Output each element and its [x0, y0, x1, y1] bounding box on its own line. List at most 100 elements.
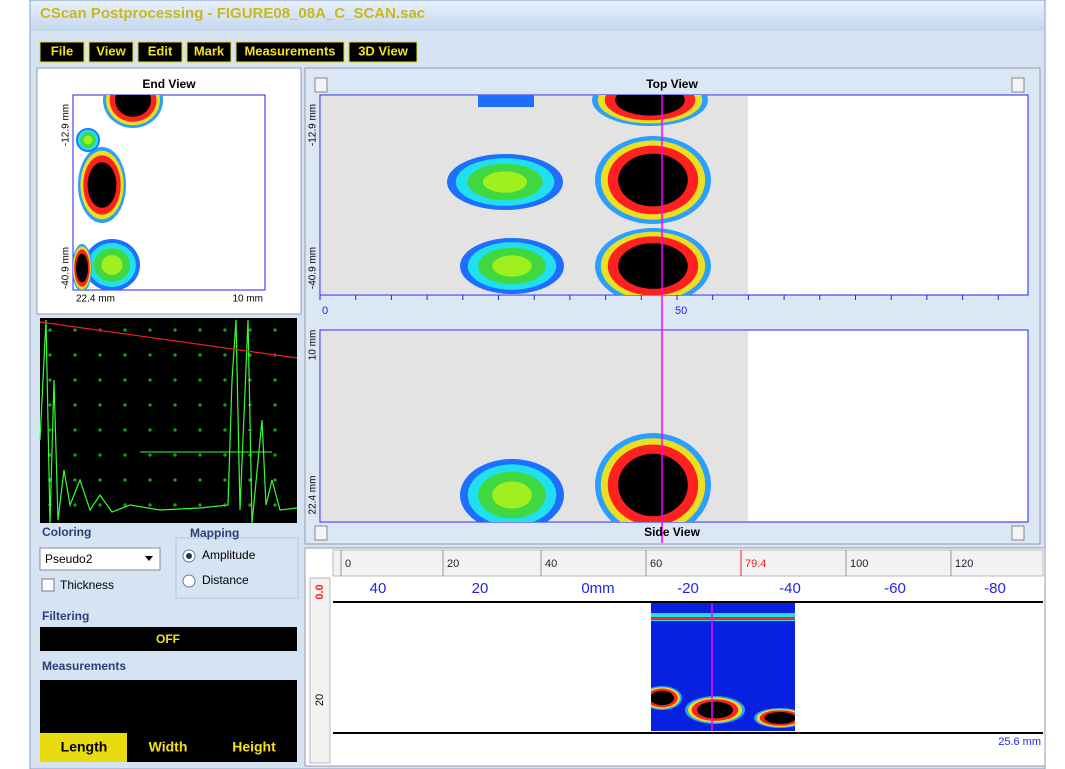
scan-blob	[492, 481, 532, 509]
ruler-label: 0	[345, 558, 351, 570]
measure-button: Length	[61, 739, 108, 755]
grid-cross	[123, 478, 127, 482]
scan-blob	[618, 453, 688, 517]
grid-cross	[198, 403, 202, 407]
grid-cross	[198, 328, 202, 332]
radio-dot	[186, 553, 192, 559]
grid-cross	[273, 478, 277, 482]
scroll-right[interactable]	[1011, 525, 1025, 541]
scale-label: 20	[472, 580, 489, 597]
grid-cross	[223, 378, 227, 382]
menu-item-bg[interactable]	[88, 41, 134, 63]
ascan	[40, 318, 297, 523]
scale-label: -20	[677, 580, 699, 597]
panel-title: End View	[142, 77, 196, 91]
ruler-label: 79.4	[745, 558, 766, 570]
menu-item-bg[interactable]	[186, 41, 232, 63]
section-label: Measurements	[42, 659, 126, 673]
grid-cross	[198, 428, 202, 432]
scale-label: 0mm	[581, 580, 614, 597]
grid-cross	[173, 353, 177, 357]
x-label: 22.4 mm	[76, 294, 115, 305]
title-bar	[31, 1, 1044, 31]
grid-cross	[223, 453, 227, 457]
menu-item-bg[interactable]	[39, 41, 85, 63]
scan-blob	[83, 135, 93, 145]
menu-item-bg[interactable]	[235, 41, 345, 63]
grid-cross	[98, 453, 102, 457]
grid-cross	[98, 378, 102, 382]
grid-cross	[73, 453, 77, 457]
ascan-graphics	[39, 319, 298, 524]
x-label: 10 mm	[232, 294, 263, 305]
x-label: 0	[322, 305, 328, 317]
grid-cross	[148, 503, 152, 507]
grid-cross	[48, 328, 52, 332]
scan-blob	[115, 95, 151, 117]
ruler	[332, 549, 1044, 577]
coloring-dropdown[interactable]	[39, 547, 161, 571]
grid-cross	[173, 378, 177, 382]
scan-blob	[478, 95, 534, 107]
menu-item: View	[96, 43, 126, 58]
grid-cross	[248, 453, 252, 457]
grid-cross	[173, 328, 177, 332]
grid-cross	[273, 403, 277, 407]
grid-cross	[123, 378, 127, 382]
grid-cross	[273, 428, 277, 432]
menu-item: File	[51, 43, 73, 58]
scan-blob	[618, 243, 688, 289]
panel-title: Top View	[646, 77, 698, 91]
radio-distance[interactable]	[182, 574, 196, 588]
section-label: Filtering	[42, 609, 89, 623]
scan-blob	[76, 253, 88, 283]
grid-cross	[123, 353, 127, 357]
scan-blob	[651, 617, 795, 620]
scan-blob	[492, 255, 532, 277]
scroll-left[interactable]	[314, 77, 328, 93]
grid-cross	[223, 328, 227, 332]
scale-label: -40	[779, 580, 801, 597]
thickness-checkbox[interactable]	[41, 578, 55, 592]
grid-cross	[198, 353, 202, 357]
radio-label: Amplitude	[202, 548, 256, 562]
grid-cross	[98, 478, 102, 482]
grid-cross	[273, 328, 277, 332]
y-label: -40.9 mm	[61, 247, 72, 289]
filtering-bar[interactable]	[40, 627, 297, 651]
ruler-label: 100	[850, 558, 868, 570]
ascan-trace	[39, 319, 298, 524]
ruler-label: 40	[545, 558, 557, 570]
scan-blob	[618, 153, 688, 207]
grid-cross	[73, 353, 77, 357]
scale-label: -60	[884, 580, 906, 597]
section-label: Mapping	[190, 526, 239, 540]
grid-cross	[148, 428, 152, 432]
grid-cross	[98, 403, 102, 407]
grid-cross	[48, 378, 52, 382]
filter-value: OFF	[156, 632, 180, 646]
scroll-right[interactable]	[1011, 77, 1025, 93]
grid-cross	[173, 503, 177, 507]
dropdown-value: Pseudo2	[45, 552, 93, 566]
scan-blob	[101, 255, 123, 275]
grid-cross	[98, 503, 102, 507]
scroll-left[interactable]	[314, 525, 328, 541]
grid-cross	[73, 328, 77, 332]
grid-cross	[73, 503, 77, 507]
grid-cross	[123, 403, 127, 407]
depth-ruler	[309, 577, 331, 764]
section-label: Coloring	[42, 525, 91, 539]
grid-cross	[148, 328, 152, 332]
grid-cross	[98, 353, 102, 357]
menu-item-bg[interactable]	[348, 41, 418, 63]
grid-cross	[223, 428, 227, 432]
scan-blob	[482, 171, 528, 193]
grid-cross	[173, 403, 177, 407]
x-label: 50	[675, 305, 687, 317]
grid-cross	[198, 503, 202, 507]
grid-cross	[148, 453, 152, 457]
menu-item-bg[interactable]	[137, 41, 183, 63]
scan-blob	[651, 690, 674, 706]
scale-label: -80	[984, 580, 1006, 597]
